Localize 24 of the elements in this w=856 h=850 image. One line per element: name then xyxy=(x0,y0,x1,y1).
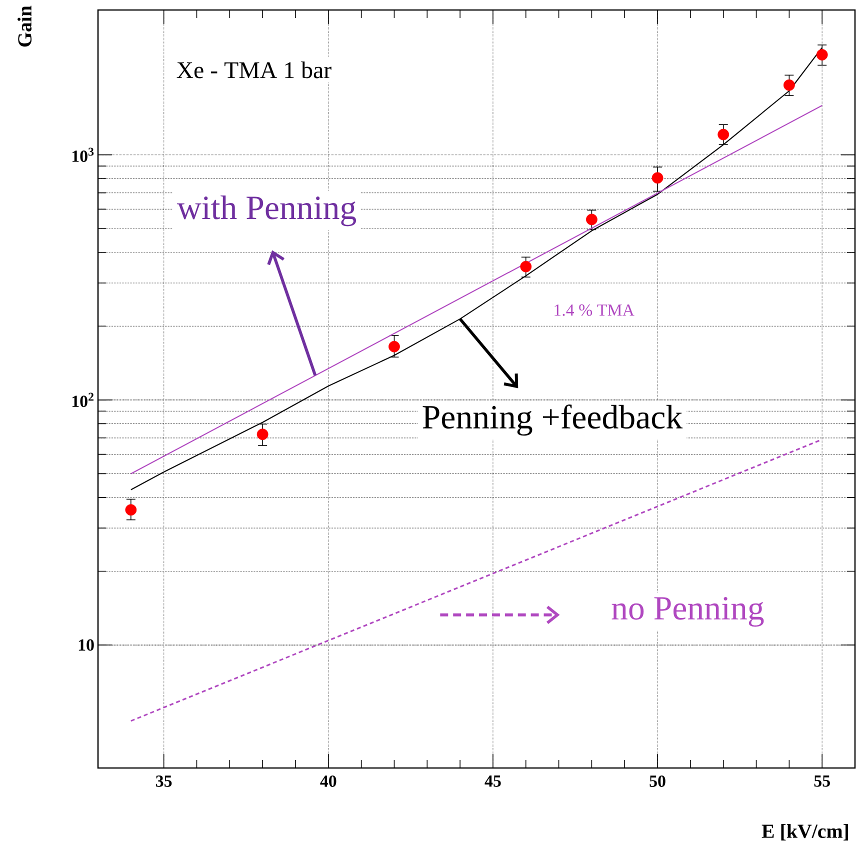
annotation: 1.4 % TMA xyxy=(554,304,634,316)
x-tick-label: 40 xyxy=(320,776,336,787)
x-tick-label: 45 xyxy=(484,776,501,787)
x-axis-title: E [kV/cm] xyxy=(762,824,848,840)
point xyxy=(520,260,532,272)
point xyxy=(652,172,664,184)
annotation: Penning +feedback xyxy=(422,404,683,436)
y-tick-label: 10$^{2}$ xyxy=(72,392,94,408)
x-tick-label: 55 xyxy=(814,776,830,787)
x-tick-label: 35 xyxy=(156,776,172,787)
point xyxy=(125,504,137,516)
x-tick-label: 50 xyxy=(650,776,666,787)
y-tick-label: 10$^{3}$ xyxy=(72,148,94,162)
point xyxy=(783,79,795,91)
y-axis-title: Gain xyxy=(18,6,32,47)
point xyxy=(388,340,400,352)
y-tick-label: 10 xyxy=(78,639,94,651)
point xyxy=(586,214,598,226)
annotation: with Penning xyxy=(176,195,356,226)
point xyxy=(816,49,828,60)
point xyxy=(256,428,268,440)
legend-label: no Penning xyxy=(612,596,764,627)
point xyxy=(718,128,730,140)
annotation: Xe - TMA 1 bar xyxy=(176,61,332,78)
